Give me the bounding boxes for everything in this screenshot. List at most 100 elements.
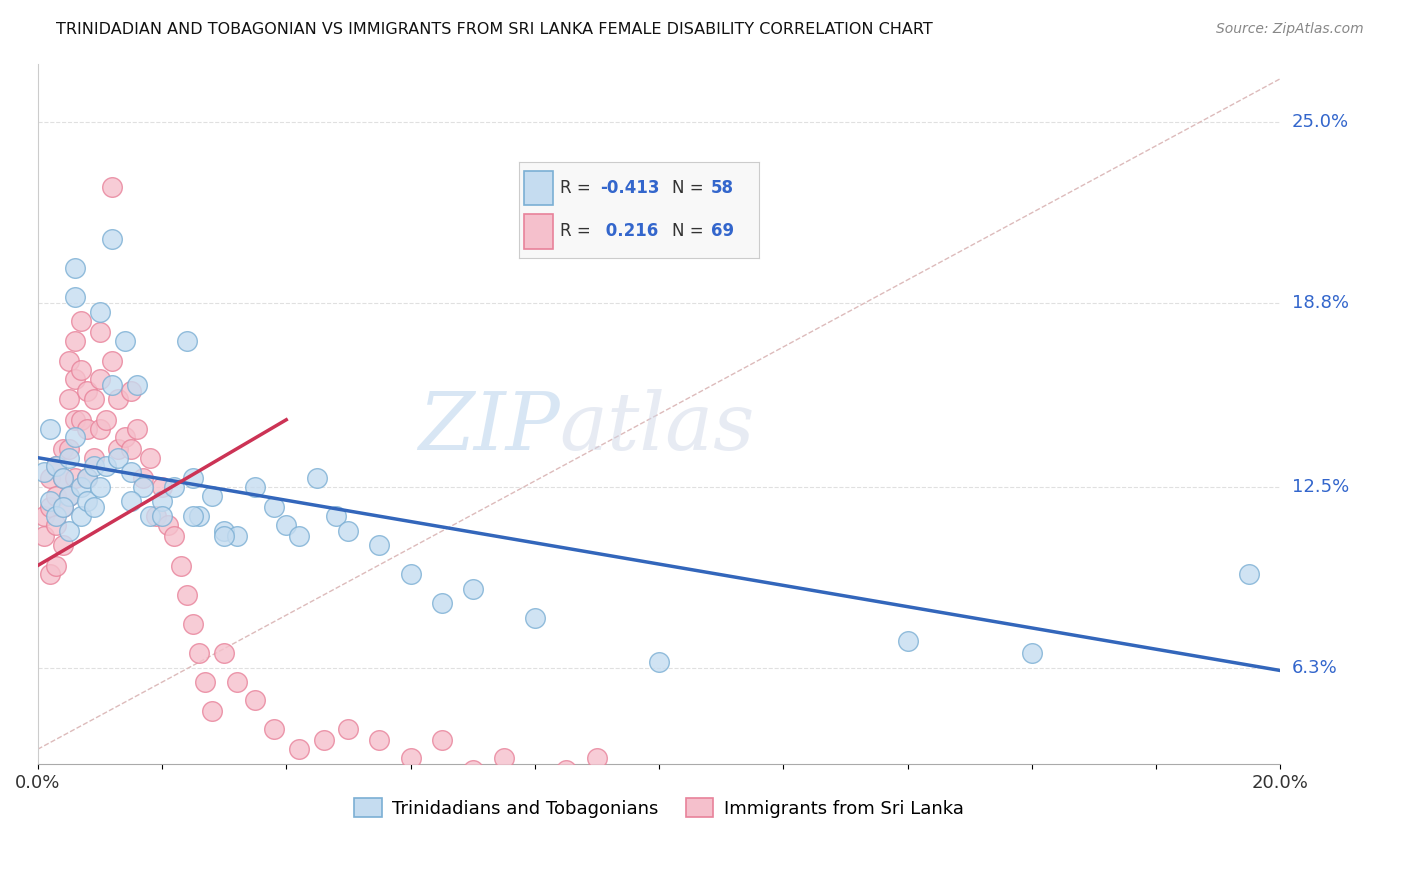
Text: R =: R = <box>560 222 600 240</box>
Point <box>212 646 235 660</box>
Point <box>263 722 285 736</box>
Point <box>58 489 80 503</box>
Point <box>101 354 124 368</box>
Point <box>83 450 105 465</box>
Point <box>430 733 453 747</box>
Text: 25.0%: 25.0% <box>1292 113 1348 131</box>
Point <box>523 772 546 786</box>
Text: 0.216: 0.216 <box>600 222 659 240</box>
Point <box>32 465 55 479</box>
Point <box>176 334 198 348</box>
Point <box>523 611 546 625</box>
Point <box>181 471 204 485</box>
Text: 58: 58 <box>711 179 734 197</box>
Point <box>83 500 105 515</box>
Point <box>51 471 73 485</box>
Point <box>181 508 204 523</box>
Point <box>76 384 98 398</box>
Text: 6.3%: 6.3% <box>1292 658 1337 677</box>
Point <box>287 529 309 543</box>
Point <box>163 529 186 543</box>
Point <box>150 480 173 494</box>
Point <box>163 480 186 494</box>
Point <box>58 524 80 538</box>
Point <box>586 751 609 765</box>
Point <box>101 179 124 194</box>
Text: TRINIDADIAN AND TOBAGONIAN VS IMMIGRANTS FROM SRI LANKA FEMALE DISABILITY CORREL: TRINIDADIAN AND TOBAGONIAN VS IMMIGRANTS… <box>56 22 934 37</box>
Point <box>39 500 62 515</box>
Point <box>89 326 111 340</box>
Point <box>337 722 360 736</box>
Point <box>188 646 211 660</box>
Point <box>107 450 129 465</box>
Point <box>150 494 173 508</box>
Point <box>176 588 198 602</box>
Point <box>399 567 422 582</box>
Point <box>89 421 111 435</box>
Point <box>70 313 93 327</box>
Point <box>45 459 67 474</box>
Point <box>70 413 93 427</box>
Point <box>51 442 73 456</box>
Point <box>58 392 80 407</box>
Point <box>1239 567 1261 582</box>
Point <box>107 392 129 407</box>
Text: Source: ZipAtlas.com: Source: ZipAtlas.com <box>1216 22 1364 37</box>
Point <box>132 471 155 485</box>
Point <box>76 471 98 485</box>
Text: -0.413: -0.413 <box>600 179 659 197</box>
Point <box>45 558 67 573</box>
Point <box>1021 646 1043 660</box>
Point <box>225 529 247 543</box>
Point <box>194 675 217 690</box>
Point <box>51 471 73 485</box>
Point <box>243 692 266 706</box>
Point <box>307 471 329 485</box>
Point <box>45 517 67 532</box>
Point <box>120 465 142 479</box>
Point <box>114 334 136 348</box>
Point <box>212 524 235 538</box>
Point <box>461 582 484 596</box>
Point <box>89 305 111 319</box>
Point <box>648 655 671 669</box>
Point <box>45 508 67 523</box>
Text: atlas: atlas <box>560 389 755 467</box>
Text: 18.8%: 18.8% <box>1292 294 1348 312</box>
Point <box>39 567 62 582</box>
Point <box>127 421 149 435</box>
Point <box>897 634 920 648</box>
Point <box>312 733 335 747</box>
Point <box>138 450 160 465</box>
Point <box>169 558 191 573</box>
Point <box>89 372 111 386</box>
Point <box>101 377 124 392</box>
Point <box>554 763 576 777</box>
Point <box>212 529 235 543</box>
Point <box>63 430 86 444</box>
Point <box>63 290 86 304</box>
Point <box>201 704 224 718</box>
Point <box>114 430 136 444</box>
Point <box>276 517 298 532</box>
Point <box>120 384 142 398</box>
Text: ZIP: ZIP <box>418 389 560 467</box>
Point <box>492 751 515 765</box>
Point <box>58 354 80 368</box>
Point <box>70 480 93 494</box>
Point <box>83 392 105 407</box>
Point <box>181 616 204 631</box>
Point <box>89 480 111 494</box>
Point <box>201 489 224 503</box>
Point <box>120 494 142 508</box>
Text: N =: N = <box>672 179 709 197</box>
Point <box>58 442 80 456</box>
Point <box>399 751 422 765</box>
Text: 12.5%: 12.5% <box>1292 478 1348 496</box>
Point <box>617 772 640 786</box>
Point <box>45 459 67 474</box>
Point <box>39 421 62 435</box>
Point <box>325 508 347 523</box>
Point <box>337 524 360 538</box>
Point <box>94 459 117 474</box>
